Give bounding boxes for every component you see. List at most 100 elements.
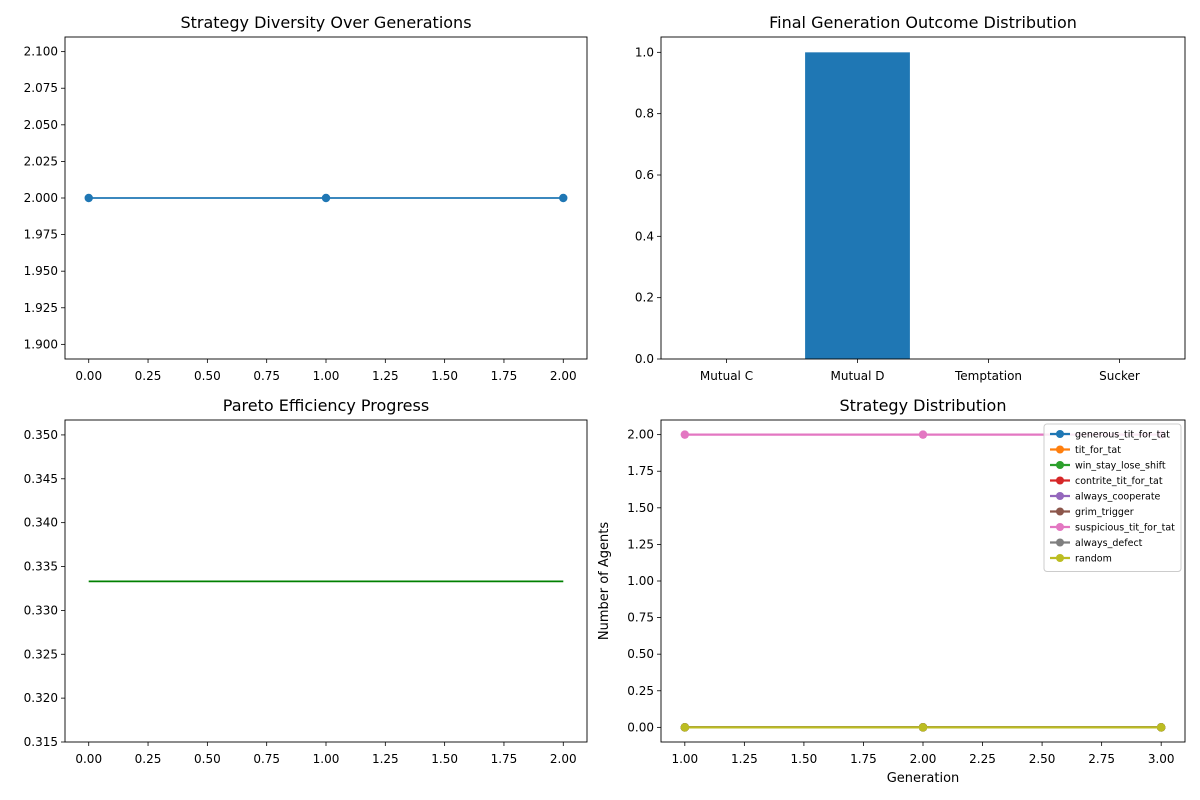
- x-tick-label: 1.75: [850, 752, 877, 766]
- x-tick-label: 2.75: [1088, 752, 1115, 766]
- legend-label-random: random: [1075, 554, 1112, 565]
- axes-frame: [660, 36, 1186, 360]
- legend-label-always-cooperate: always_cooperate: [1075, 492, 1161, 503]
- x-tick-label: Sucker: [1099, 369, 1140, 383]
- point-series-1: [559, 193, 568, 203]
- x-tick-label: 1.50: [431, 369, 458, 383]
- y-tick-label: 0.315: [24, 735, 58, 749]
- plot-area: [661, 37, 1185, 359]
- chart-1: 1.900 1.925 1.950 1.975 2.000 2.025 2.050 2.075…: [24, 13, 588, 383]
- x-tick-label: 2.00: [550, 752, 577, 766]
- x-tick-label: Mutual C: [700, 369, 753, 383]
- y-tick-label: 0.340: [24, 516, 58, 530]
- legend-marker-tit-for-tat: [1056, 445, 1064, 454]
- y-tick-label: 1.975: [24, 228, 58, 242]
- y-tick-label: 0.350: [24, 428, 58, 442]
- x-tick-label: 2.50: [1029, 752, 1056, 766]
- x-tick-label: 2.00: [910, 752, 937, 766]
- y-tick-label: 0.25: [627, 684, 654, 698]
- legend: generous_tit_for_tat tit_for_tat win_stay_…: [1043, 423, 1182, 572]
- y-tick-label: 0.00: [627, 720, 654, 734]
- point-suspicious-tit-for-tat: [918, 430, 928, 439]
- x-tick-label: 0.00: [75, 369, 102, 383]
- y-tick-label: 1.900: [24, 337, 58, 351]
- chart-title: Pareto Efficiency Progress: [223, 396, 429, 415]
- x-tick-label: 1.25: [731, 752, 758, 766]
- legend-marker-generous-tit-for-tat: [1056, 430, 1064, 438]
- legend-label-generous-tit-for-tat: generous_tit_for_tat: [1075, 430, 1170, 441]
- x-tick-label: 1.00: [313, 369, 340, 383]
- chart-2: 0.0 0.2 0.4 0.6 0.8 1.0 Mutual C Mutual D Tempta…: [635, 13, 1186, 383]
- point-random: [1156, 723, 1166, 732]
- x-tick-label: 2.25: [969, 752, 996, 766]
- chart-title: Final Generation Outcome Distribution: [769, 13, 1077, 32]
- legend-label-contrite-tit-for-tat: contrite_tit_for_tat: [1075, 476, 1163, 487]
- legend-marker-random: [1056, 554, 1064, 562]
- x-tick-label: 0.50: [194, 369, 221, 383]
- x-axis-label: Generation: [887, 771, 960, 786]
- x-tick-label: 1.25: [372, 369, 399, 383]
- bar-mutual-d: [805, 52, 910, 359]
- y-tick-label: 0.4: [635, 229, 654, 243]
- x-tick-label: 0.75: [253, 369, 280, 383]
- legend-label-suspicious-tit-for-tat: suspicious_tit_for_tat: [1075, 523, 1175, 534]
- x-tick-label: 1.00: [313, 752, 340, 766]
- y-tick-label: 2.100: [24, 45, 58, 59]
- x-tick-label: 0.75: [253, 752, 280, 766]
- x-tick-label: 1.00: [671, 752, 698, 766]
- x-tick-label: 1.50: [431, 752, 458, 766]
- y-tick-label: 2.075: [24, 81, 58, 95]
- y-tick-label: 0.345: [24, 472, 58, 486]
- x-tick-label: 3.00: [1148, 752, 1175, 766]
- x-tick-label: Temptation: [954, 369, 1022, 383]
- chart-3: 0.315 0.320 0.325 0.330 0.335 0.340 0.345 0.350…: [24, 396, 588, 766]
- y-tick-label: 0.320: [24, 691, 58, 705]
- x-tick-label: Mutual D: [830, 369, 884, 383]
- legend-box: [1043, 423, 1182, 572]
- legend-marker-suspicious-tit-for-tat: [1056, 523, 1064, 531]
- point-suspicious-tit-for-tat: [680, 430, 690, 439]
- x-tick-label: 1.25: [372, 752, 399, 766]
- chart-title: Strategy Distribution: [840, 396, 1007, 415]
- point-series-1: [84, 193, 93, 203]
- x-tick-label: 0.00: [75, 752, 102, 766]
- y-tick-label: 2.000: [24, 191, 58, 205]
- x-tick-label: 1.75: [491, 369, 518, 383]
- point-series-1: [321, 193, 331, 203]
- y-tick-label: 2.050: [24, 118, 58, 132]
- x-tick-label: 0.25: [135, 369, 162, 383]
- y-tick-label: 1.925: [24, 301, 58, 315]
- x-tick-label: 1.50: [791, 752, 818, 766]
- legend-marker-always-cooperate: [1056, 492, 1064, 500]
- legend-label-win-stay-lose-shift: win_stay_lose_shift: [1075, 461, 1166, 472]
- point-random: [918, 723, 928, 732]
- y-tick-label: 2.025: [24, 154, 58, 168]
- legend-marker-always-defect: [1056, 538, 1064, 547]
- y-tick-label: 2.00: [627, 428, 654, 442]
- y-tick-label: 0.0: [635, 352, 654, 366]
- legend-label-always-defect: always_defect: [1075, 538, 1143, 549]
- y-tick-label: 0.2: [635, 291, 654, 305]
- y-tick-label: 1.50: [627, 501, 654, 515]
- x-tick-label: 0.25: [135, 752, 162, 766]
- y-tick-label: 0.335: [24, 560, 58, 574]
- y-tick-label: 1.75: [627, 464, 654, 478]
- y-tick-label: 0.50: [627, 647, 654, 661]
- y-tick-label: 1.0: [635, 45, 654, 59]
- y-tick-label: 0.325: [24, 647, 58, 661]
- legend-label-tit-for-tat: tit_for_tat: [1075, 445, 1121, 456]
- legend-marker-grim-trigger: [1056, 507, 1064, 516]
- x-tick-label: 1.75: [491, 752, 518, 766]
- point-random: [680, 723, 690, 732]
- y-tick-label: 1.25: [627, 537, 654, 551]
- y-axis-label: Number of Agents: [597, 522, 612, 640]
- y-tick-label: 1.00: [627, 574, 654, 588]
- x-tick-label: 0.50: [194, 752, 221, 766]
- y-tick-label: 0.330: [24, 603, 58, 617]
- x-tick-label: 2.00: [550, 369, 577, 383]
- y-tick-label: 0.8: [635, 107, 654, 121]
- chart-title: Strategy Diversity Over Generations: [180, 13, 471, 32]
- chart-4: 0.00 0.25 0.50 0.75 1.00 1.25 1.50 1.75 2.00 1.00…: [597, 396, 1186, 786]
- legend-marker-contrite-tit-for-tat: [1056, 476, 1064, 485]
